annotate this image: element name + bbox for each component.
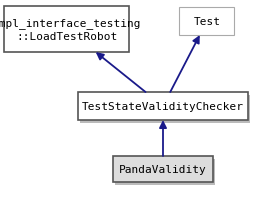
Text: TestStateValidityChecker: TestStateValidityChecker [82,101,243,111]
FancyBboxPatch shape [80,95,249,123]
Text: ompl_interface_testing
::LoadTestRobot: ompl_interface_testing ::LoadTestRobot [0,18,141,42]
FancyBboxPatch shape [78,93,247,120]
FancyBboxPatch shape [115,159,215,185]
FancyBboxPatch shape [179,8,234,36]
FancyBboxPatch shape [5,7,129,53]
Text: Test: Test [193,17,220,27]
Text: PandaValidity: PandaValidity [119,164,206,174]
FancyBboxPatch shape [113,156,212,182]
